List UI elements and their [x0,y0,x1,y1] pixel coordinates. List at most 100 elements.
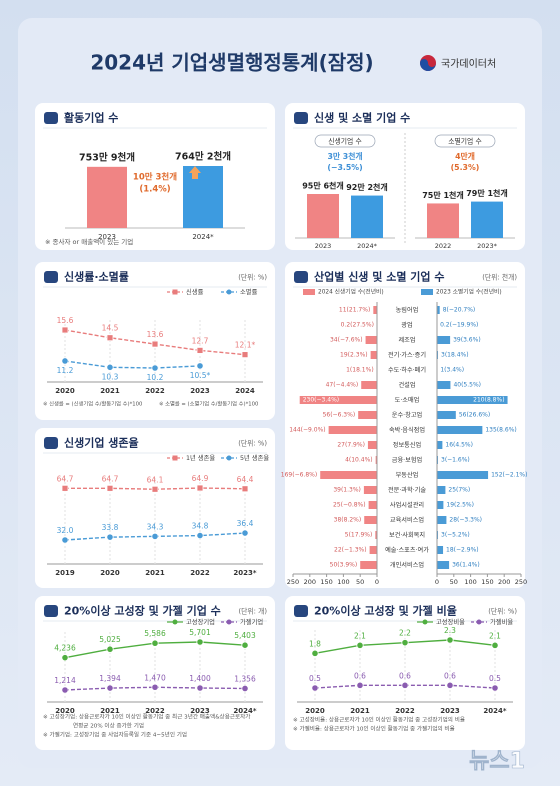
legend-marker [226,455,232,461]
legend-label: 1년 생존율 [186,453,215,462]
subtitle: 소멸기업 수 [448,137,481,146]
value-label: 64.1 [147,475,164,484]
legend-label: 신생률 [186,287,204,296]
value-label: 1,470 [144,673,166,682]
category-label: 교육서비스업 [390,516,424,524]
point [196,362,204,370]
category-label: 전문·과학·기술 [388,486,426,494]
category-label: 2023* [477,242,498,250]
unit-label: (단위: %) [238,273,267,282]
category-label: 사업시설관리 [390,501,424,509]
change-label: 3만 3천개 [327,151,362,161]
category-label: 제조업 [398,336,415,344]
bar [375,456,377,464]
bar [351,195,383,238]
x-tick-label: 2023 [190,387,210,395]
category-label: 운수·창고업 [392,411,422,419]
value-label: 2.1 [489,631,501,640]
point [311,649,319,657]
value-label: 33.8 [102,523,119,532]
value-label: 0.6 [399,671,411,680]
value-label: 11(21.7%) [339,307,370,314]
x-tick-label: 200 [304,578,316,586]
value-label: 0.2(−19.9%) [440,322,478,329]
category-label: 2024* [192,233,214,241]
point [151,364,159,372]
value-label: 10.5* [190,371,211,380]
value-label: 753만 9천개 [79,151,135,163]
value-label: 40(5.5%) [453,382,481,389]
x-tick-label: 2020 [305,707,325,715]
value-label: 11.2 [57,366,74,375]
x-tick-label: 2021 [350,707,370,715]
value-label: 19(2.5%) [446,502,474,509]
point [196,684,204,692]
subtitle-pill [434,134,496,148]
value-label: 36.4 [237,519,254,528]
bar [437,351,439,359]
point [61,484,69,492]
point [241,684,249,693]
value-label: 1,214 [54,676,76,685]
point [106,334,114,342]
bar [437,381,451,389]
unit-label: (단위: %) [238,439,267,448]
value-label: 2.1 [354,631,366,640]
change-label: (1.4%) [139,185,170,195]
value-label: 79만 1천개 [466,188,508,198]
value-label: 764만 2천개 [175,151,231,163]
value-label: 32.0 [57,526,74,535]
value-label: 169(−6.8%) [281,472,317,479]
value-label: 64.7 [57,474,74,483]
value-label: 64.7 [102,474,119,483]
bar [471,201,503,238]
point [61,654,69,662]
x-tick-label: 2022 [395,707,415,715]
bar [369,546,377,554]
bar [367,441,377,449]
note: ※ 신생률 = (신생기업 수/활동기업 수)*100 [43,400,143,408]
panel-title: 신생률·소멸률 [64,270,129,284]
point [491,684,499,692]
note: ※ 종사자 or 매출액이 있는 기업 [45,237,133,246]
category-label: 2024* [357,242,378,250]
bar [299,396,377,404]
legend-label: 가젤비율 [490,617,513,626]
x-tick-label: 50 [356,578,364,586]
unit-label: (단위: %) [488,607,517,616]
category-label: 전기·가스·증기 [388,351,426,359]
point [106,684,114,692]
point [401,639,409,647]
bar [437,501,444,509]
x-tick-label: 250 [515,578,527,586]
x-tick-label: 2021 [100,387,120,395]
legend-label: 고성장기업 [186,617,215,626]
change-label: (5.3%) [451,163,480,172]
point [151,340,159,348]
point [491,641,499,649]
point [106,363,114,371]
panel-icon [44,271,58,283]
point [61,326,69,334]
value-label: 56(−6.3%) [323,412,356,419]
x-tick-label: 2020 [100,569,120,577]
value-label: 22(−1.3%) [334,547,367,554]
value-label: 34.8 [192,522,209,531]
panel-title: 활동기업 수 [64,111,118,125]
value-label: 2.2 [399,629,411,638]
legend-marker [172,619,178,625]
panel-title: 산업별 신생 및 소멸 기업 수 [314,270,444,284]
bar [437,441,443,449]
value-label: 27(7.9%) [337,442,365,449]
value-label: 95만 6천개 [302,181,344,191]
category-label: 수도·하수·폐기 [388,366,426,374]
value-label: 5,403 [234,631,256,640]
point [446,681,454,689]
value-label: 5(17.9%) [345,532,373,539]
bar [328,426,377,434]
bar [427,203,459,238]
point [151,485,159,493]
up-arrow [189,166,201,179]
value-label: 4,236 [54,644,76,653]
value-label: 12.7 [192,336,209,345]
